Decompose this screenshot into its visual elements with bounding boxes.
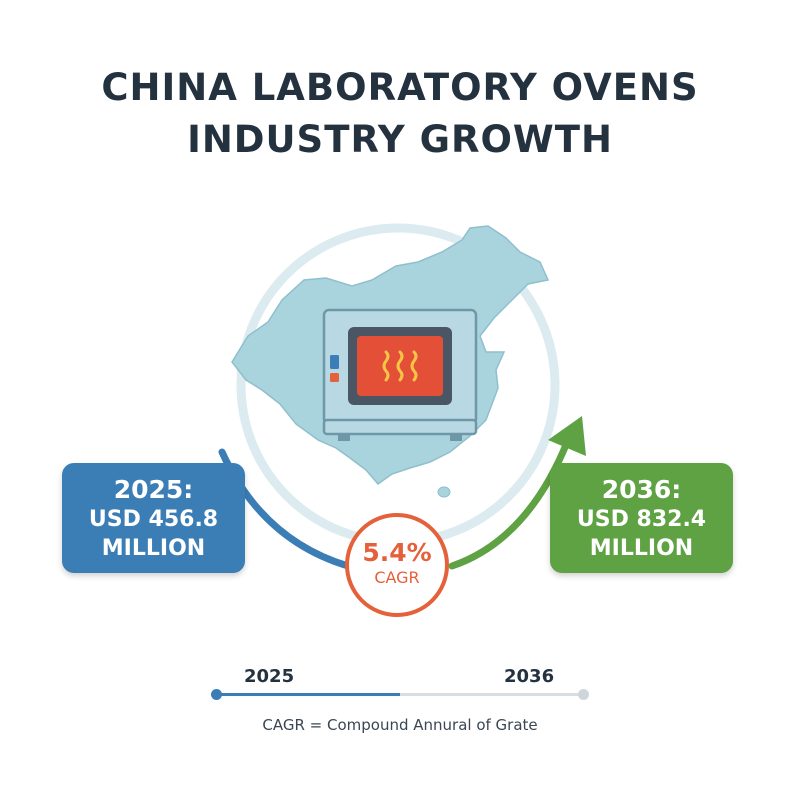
start-year-label: 2025: [113,475,194,504]
end-value-line-2: MILLION [589,536,694,561]
page-title: CHINA LABORATORY OVENS INDUSTRY GROWTH [0,62,800,166]
heat-waves-icon [382,350,418,382]
cagr-badge: 5.4% CAGR [345,513,449,617]
title-line-1: CHINA LABORATORY OVENS [101,66,699,109]
laboratory-oven-icon [322,308,478,441]
start-value-line-1: USD 456.8 [88,507,219,532]
timeline-start-year: 2025 [244,666,295,687]
end-year-label: 2036: [601,475,682,504]
end-value-box: 2036: USD 832.4 MILLION [550,463,733,573]
cagr-percent: 5.4% [362,538,432,567]
timeline-end-dot [578,689,589,700]
cagr-label: CAGR [374,568,420,587]
timeline-track [216,693,584,696]
title-line-2: INDUSTRY GROWTH [187,118,613,161]
start-value-box: 2025: USD 456.8 MILLION [62,463,245,573]
end-value-line-1: USD 832.4 [576,507,707,532]
start-value-line-2: MILLION [101,536,206,561]
growth-arrow-icon [448,436,572,570]
timeline-start-dot [211,689,222,700]
cagr-footnote: CAGR = Compound Annural of Grate [262,716,538,734]
timeline-end-year: 2036 [504,666,555,687]
growth-arrow-head [548,416,586,456]
timeline-progress-fill [216,693,400,696]
hainan-island-icon [437,486,451,498]
